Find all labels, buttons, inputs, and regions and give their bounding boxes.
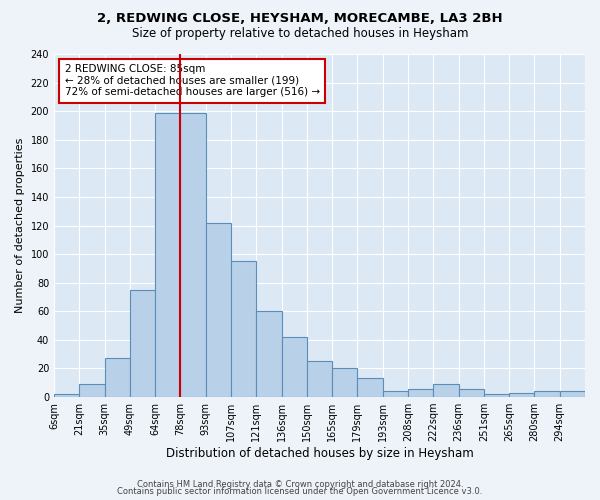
Bar: [256, 312, 281, 397]
Text: 2 REDWING CLOSE: 85sqm
← 28% of detached houses are smaller (199)
72% of semi-de: 2 REDWING CLOSE: 85sqm ← 28% of detached…: [65, 64, 320, 98]
Bar: [509, 393, 535, 397]
Bar: [79, 384, 104, 397]
Bar: [535, 392, 560, 397]
Text: Size of property relative to detached houses in Heysham: Size of property relative to detached ho…: [132, 28, 468, 40]
Bar: [458, 388, 484, 397]
Text: Contains public sector information licensed under the Open Government Licence v3: Contains public sector information licen…: [118, 487, 482, 496]
Bar: [358, 378, 383, 397]
Bar: [104, 358, 130, 397]
Bar: [130, 290, 155, 397]
Bar: [332, 368, 358, 397]
Y-axis label: Number of detached properties: Number of detached properties: [15, 138, 25, 313]
Text: 2, REDWING CLOSE, HEYSHAM, MORECAMBE, LA3 2BH: 2, REDWING CLOSE, HEYSHAM, MORECAMBE, LA…: [97, 12, 503, 26]
Bar: [433, 384, 458, 397]
Bar: [560, 392, 585, 397]
Bar: [408, 388, 433, 397]
Bar: [155, 112, 181, 397]
Bar: [206, 222, 231, 397]
Bar: [307, 362, 332, 397]
Bar: [281, 337, 307, 397]
Bar: [54, 394, 79, 397]
Bar: [484, 394, 509, 397]
Bar: [383, 392, 408, 397]
Bar: [231, 262, 256, 397]
Text: Contains HM Land Registry data © Crown copyright and database right 2024.: Contains HM Land Registry data © Crown c…: [137, 480, 463, 489]
Bar: [181, 112, 206, 397]
X-axis label: Distribution of detached houses by size in Heysham: Distribution of detached houses by size …: [166, 447, 473, 460]
